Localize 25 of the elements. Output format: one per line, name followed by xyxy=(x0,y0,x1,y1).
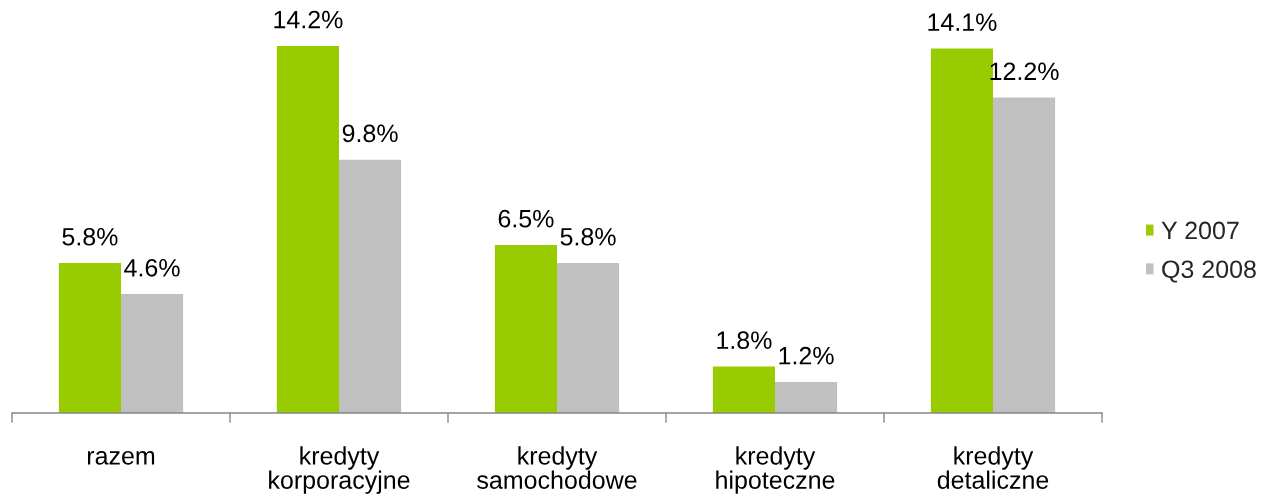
data-label: 14.2% xyxy=(274,10,343,29)
bar xyxy=(712,366,775,413)
x-tick-label: razem xyxy=(87,451,155,465)
bar xyxy=(276,45,339,413)
x-tick-label: kredyty samochodowe xyxy=(477,446,637,489)
data-label: 5.8% xyxy=(560,227,616,246)
bar xyxy=(993,97,1056,413)
bar xyxy=(775,381,838,413)
legend-label: Y 2007 xyxy=(1161,221,1239,240)
data-label: 4.6% xyxy=(124,258,180,277)
legend-label: Q3 2008 xyxy=(1162,260,1256,283)
data-label: 1.2% xyxy=(779,346,834,365)
x-tick-label: kredyty detaliczne xyxy=(937,446,1049,489)
data-label: 9.8% xyxy=(342,124,398,143)
data-label: 14.1% xyxy=(928,13,997,31)
data-label: 5.8% xyxy=(62,227,118,246)
bar xyxy=(494,244,557,413)
x-tick-label: kredyty hipoteczne xyxy=(716,446,835,494)
data-label: 6.5% xyxy=(498,209,554,228)
bar xyxy=(339,159,402,413)
bar xyxy=(121,294,184,413)
x-tick-label: kredyty korporacyjne xyxy=(269,446,410,494)
data-label: 1.8% xyxy=(717,331,772,350)
bar xyxy=(557,263,620,413)
bar xyxy=(58,263,121,413)
